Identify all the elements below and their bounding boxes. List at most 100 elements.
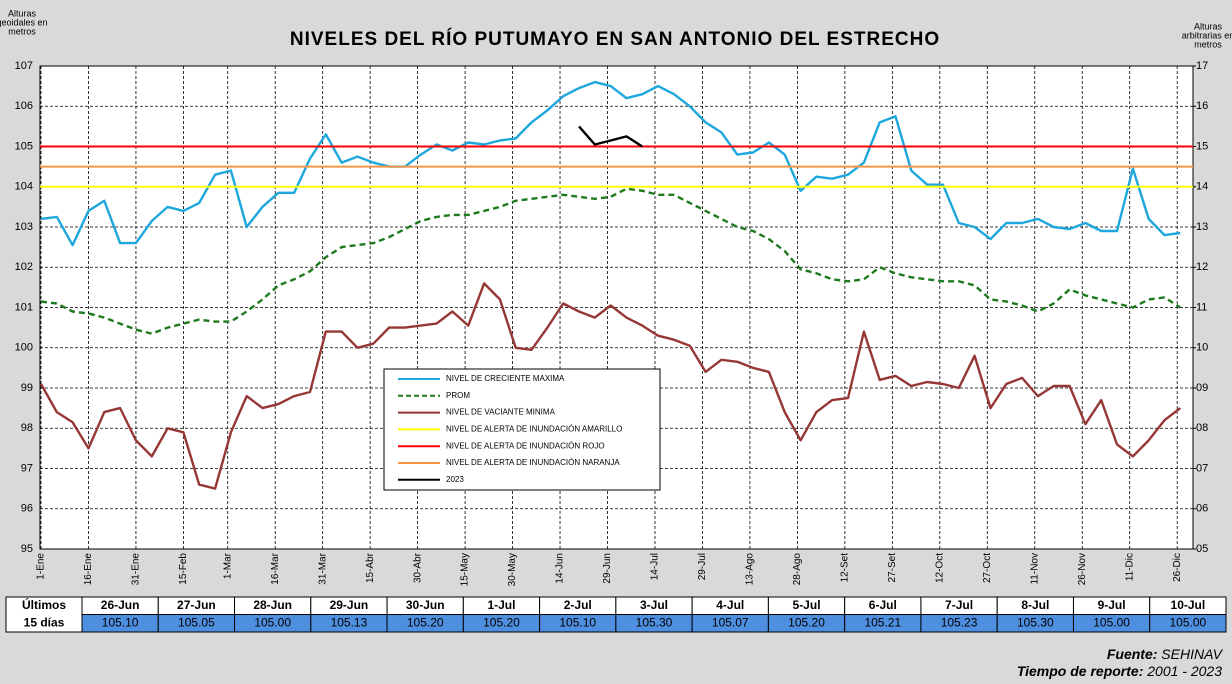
chart-title: NIVELES DEL RÍO PUTUMAYO EN SAN ANTONIO … — [290, 28, 940, 50]
x-tick-label: 16-Ene — [83, 553, 94, 586]
y-tick-label: 98 — [21, 422, 33, 434]
table-label-cell — [5, 596, 83, 633]
series-line — [578, 125, 643, 148]
table-date: 26-Jun — [101, 598, 140, 612]
x-tick-label: 31-Mar — [317, 552, 328, 584]
x-tick-label: 15-Feb — [178, 553, 189, 585]
x-tick-label: 29-Jul — [697, 553, 708, 580]
y-axis-title: Alturas — [8, 8, 37, 18]
y-tick-label: 103 — [15, 221, 33, 233]
y-axis-title: metros — [8, 26, 36, 36]
x-tick-label: 11-Dic — [1124, 553, 1135, 581]
y2-tick-label: 17 — [1196, 60, 1208, 72]
table-value: 105.10 — [559, 615, 596, 629]
y-tick-label: 107 — [15, 60, 33, 72]
table-date: 1-Jul — [487, 598, 515, 612]
table-row-label: Últimos — [22, 597, 66, 612]
legend: NIVEL DE CRECIENTE MAXIMA PROM NIVEL DE VA… — [383, 368, 661, 491]
footer-source-label: Fuente: — [1107, 646, 1158, 662]
footer-period: Tiempo de reporte: 2001 - 2023 — [1017, 663, 1222, 679]
x-tick-label: 14-Jun — [555, 553, 566, 584]
y-tick-label: 106 — [15, 100, 33, 112]
y2-tick-label: 09 — [1196, 382, 1208, 394]
x-tick-label: 15-May — [460, 553, 471, 586]
table-value: 105.20 — [483, 615, 520, 629]
legend-label: NIVEL DE ALERTA DE INUNDACIÓN ROJO — [446, 441, 605, 450]
y-tick-label: 96 — [21, 503, 33, 515]
table-value: 105.20 — [407, 615, 444, 629]
table-value-cell — [1149, 614, 1227, 633]
x-tick-label: 1-Ene — [36, 553, 47, 580]
table-date: 3-Jul — [640, 598, 668, 612]
table-value: 105.13 — [331, 615, 368, 629]
table-date: 30-Jun — [406, 598, 445, 612]
table-date: 9-Jul — [1098, 598, 1126, 612]
y2-tick-label: 07 — [1196, 462, 1208, 474]
y-tick-label: 99 — [21, 382, 33, 394]
table-value: 105.23 — [941, 615, 978, 629]
table-row-label: 15 días — [24, 615, 65, 629]
y2-tick-label: 14 — [1196, 181, 1208, 193]
table-value: 105.20 — [788, 615, 825, 629]
table-value: 105.30 — [636, 615, 673, 629]
y-tick-label: 100 — [15, 342, 33, 354]
x-tick-label: 31-Ene — [131, 553, 142, 586]
table-date: 29-Jun — [330, 598, 369, 612]
table-date: 28-Jun — [253, 598, 292, 612]
series-line — [39, 282, 1182, 490]
table-date: 8-Jul — [1021, 598, 1049, 612]
y2-tick-label: 05 — [1196, 543, 1208, 555]
y2-tick-label: 08 — [1196, 422, 1208, 434]
table-date: 2-Jul — [564, 598, 592, 612]
x-tick-label: 13-Ago — [745, 553, 756, 586]
footer-period-label: Tiempo de reporte: — [1017, 663, 1144, 679]
x-tick-label: 12-Set — [840, 553, 851, 583]
y2-tick-label: 12 — [1196, 261, 1208, 273]
table-value: 105.00 — [1170, 615, 1207, 629]
y-tick-label: 101 — [15, 301, 33, 313]
x-tick-label: 27-Set — [887, 553, 898, 583]
table-value: 105.10 — [102, 615, 139, 629]
legend-label: NIVEL DE CRECIENTE MAXIMA — [446, 374, 565, 383]
legend-label: NIVEL DE ALERTA DE INUNDACIÓN NARANJA — [446, 458, 620, 467]
footer-period-value: 2001 - 2023 — [1146, 663, 1222, 679]
y-tick-label: 104 — [15, 181, 33, 193]
x-tick-label: 1-Mar — [222, 552, 233, 579]
y-tick-label: 95 — [21, 543, 33, 555]
series-line — [40, 80, 1181, 247]
x-tick-label: 28-Ago — [792, 553, 803, 586]
y2-tick-label: 10 — [1196, 342, 1208, 354]
y-tick-label: 105 — [15, 140, 33, 152]
x-tick-label: 26-Dic — [1172, 553, 1183, 582]
table-value: 105.00 — [1093, 615, 1130, 629]
y2-tick-label: 16 — [1196, 100, 1208, 112]
legend-label: NIVEL DE ALERTA DE INUNDACIÓN AMARILLO — [446, 425, 622, 434]
table-value: 105.21 — [864, 615, 901, 629]
table-date: 4-Jul — [716, 598, 744, 612]
y2-tick-label: 06 — [1196, 503, 1208, 515]
x-tick-label: 30-Abr — [412, 552, 423, 583]
table-value: 105.05 — [178, 615, 215, 629]
y2-tick-label: 13 — [1196, 221, 1208, 233]
y2-axis-title: arbitrarias en — [1182, 30, 1232, 40]
table-date: 27-Jun — [177, 598, 216, 612]
table-value: 105.30 — [1017, 615, 1054, 629]
y2-tick-label: 11 — [1196, 301, 1207, 313]
table-value: 105.07 — [712, 615, 749, 629]
plot-border — [39, 65, 1194, 550]
legend-label: PROM — [446, 391, 470, 400]
x-tick-label: 14-Jul — [650, 553, 661, 580]
y-tick-label: 97 — [21, 462, 33, 474]
x-tick-label: 26-Nov — [1077, 553, 1088, 585]
x-tick-label: 11-Nov — [1029, 553, 1040, 585]
x-tick-label: 15-Abr — [365, 552, 376, 583]
table-date: 7-Jul — [945, 598, 973, 612]
x-tick-label: 16-Mar — [270, 552, 281, 584]
y-tick-label: 102 — [15, 261, 33, 273]
table-date: 10-Jul — [1171, 598, 1206, 612]
table-value: 105.00 — [254, 615, 291, 629]
footer-source: Fuente: SEHINAV — [1107, 646, 1224, 662]
y2-axis-title: Alturas — [1194, 21, 1223, 31]
